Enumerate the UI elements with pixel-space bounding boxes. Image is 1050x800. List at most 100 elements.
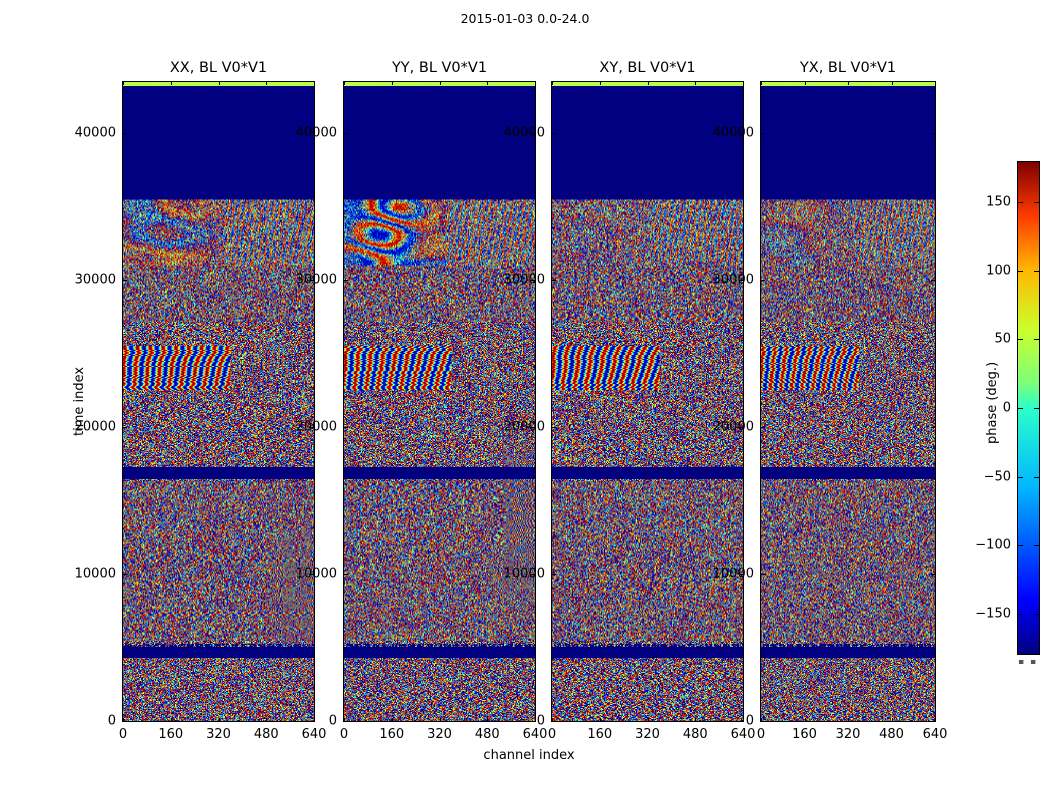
y-tick [531,574,535,576]
y-tick-label: 40000 [295,125,337,141]
x-tick [848,718,849,722]
heatmap-panel-xy[interactable] [551,81,744,722]
x-tick-label: 640 [730,727,756,742]
y-tick [344,574,348,576]
y-tick [310,574,314,576]
x-tick [743,81,744,85]
colorbar-tick [1034,270,1039,272]
y-tick [310,280,314,282]
colorbar-tick [1034,613,1039,615]
colorbar-tick [1018,408,1023,409]
y-tick [761,280,765,282]
panel-title-xy: XY, BL V0*V1 [599,60,696,76]
x-tick [761,81,762,85]
y-tick [761,133,765,135]
x-tick [552,81,553,85]
panel-title-yy: YY, BL V0*V1 [391,60,488,76]
y-tick-label: 0 [107,713,116,729]
colorbar-gradient [1018,162,1039,654]
y-tick [739,427,743,429]
colorbar-tick-label: 50 [994,331,1011,347]
x-tick [599,718,601,722]
x-tick [695,81,697,85]
x-tick [266,81,268,85]
x-tick [535,718,536,722]
x-tick-label: 480 [879,727,904,742]
x-tick [487,81,489,85]
y-tick-label: 10000 [74,566,116,582]
y-tick-label: 0 [328,713,337,729]
x-tick-label: 320 [635,727,660,742]
y-tick-label: 20000 [503,419,545,435]
y-tick [344,280,348,282]
y-axis-label: time index [72,366,87,436]
x-tick [391,718,393,722]
heatmap-panel-yx[interactable] [760,81,936,722]
y-tick [123,721,127,722]
x-tick-label: 640 [522,727,548,742]
x-tick [344,718,345,722]
y-tick-label: 30000 [503,272,545,288]
y-tick-label: 40000 [74,125,116,141]
x-tick-label: 320 [206,727,231,742]
y-tick [531,280,535,282]
colorbar-tick [1018,476,1023,478]
colorbar-extend-marks: ▪ ▪ ▪ ▪ ▪ [1018,660,1040,664]
x-tick [535,81,536,85]
x-tick [935,81,936,85]
x-tick-label: 640 [922,727,948,742]
heatmap-image-xx [123,82,314,721]
y-tick [123,280,127,282]
x-tick [344,81,345,85]
y-tick [761,721,765,722]
x-tick-label: 480 [474,727,500,742]
colorbar-tick [1018,545,1023,547]
x-tick [891,718,893,722]
heatmap-panel-xx[interactable] [122,81,315,722]
colorbar-tick [1034,339,1039,341]
heatmap-image-yx [761,82,935,721]
colorbar-tick [1018,270,1023,272]
x-tick [170,81,172,85]
x-tick [314,718,315,722]
colorbar-tick [1018,202,1023,204]
x-tick [804,81,806,85]
x-tick-label: 480 [253,727,279,742]
x-tick [804,718,806,722]
y-tick [761,574,765,576]
y-tick [310,721,314,722]
y-tick [739,133,743,135]
colorbar-tick-label: 0 [1002,400,1011,416]
y-tick [931,427,935,429]
y-tick [552,280,556,282]
colorbar-tick-label: 150 [986,194,1011,210]
x-tick [935,718,936,722]
y-tick-label: 30000 [295,272,337,288]
y-tick-label: 20000 [295,419,337,435]
x-tick-label: 480 [682,727,708,742]
panel-title-xx: XX, BL V0*V1 [169,60,268,76]
y-tick-label: 30000 [74,272,116,288]
x-tick [391,81,393,85]
y-tick [931,574,935,576]
colorbar-label: phase (deg.) [985,361,1000,444]
y-tick [552,133,556,135]
colorbar[interactable] [1017,161,1040,655]
x-tick [599,81,601,85]
y-tick-label: 10000 [712,566,754,582]
y-tick [123,133,127,135]
y-tick [739,574,743,576]
x-tick [218,81,220,85]
x-tick [647,718,649,722]
colorbar-tick [1034,408,1039,409]
y-tick-label: 20000 [712,419,754,435]
colorbar-tick [1018,613,1023,615]
heatmap-image-yy [344,82,535,721]
y-tick [739,721,743,722]
heatmap-panel-yy[interactable] [343,81,536,722]
colorbar-tick-label: −150 [975,606,1011,622]
y-tick [761,427,765,429]
x-tick-label: 0 [339,727,349,742]
y-tick-label: 40000 [712,125,754,141]
